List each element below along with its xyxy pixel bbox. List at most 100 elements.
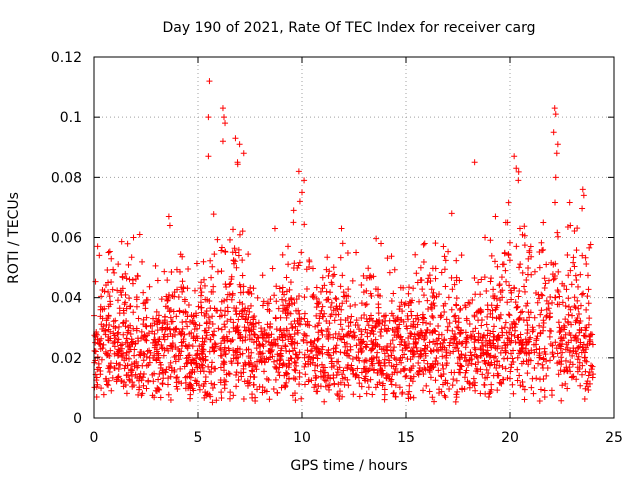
data-point — [301, 177, 308, 184]
data-point — [319, 350, 326, 357]
data-point — [562, 346, 569, 353]
data-point — [183, 343, 190, 350]
data-point — [494, 343, 501, 350]
data-point — [441, 266, 448, 273]
data-point — [417, 264, 424, 271]
data-point — [383, 371, 390, 378]
data-point — [106, 293, 113, 300]
data-point — [505, 252, 512, 259]
data-point — [519, 308, 526, 315]
data-point — [301, 294, 308, 301]
data-point — [171, 353, 178, 360]
data-point — [226, 236, 233, 243]
data-point — [494, 263, 501, 270]
data-point — [167, 314, 174, 321]
data-point — [577, 317, 584, 324]
data-point — [273, 298, 280, 305]
data-point — [217, 364, 224, 371]
data-point — [508, 296, 515, 303]
data-point — [248, 290, 255, 297]
data-point — [479, 334, 486, 341]
y-tick-label: 0.04 — [51, 291, 82, 307]
data-point — [199, 364, 206, 371]
data-point — [552, 199, 559, 206]
data-point — [184, 323, 191, 330]
data-point — [350, 370, 357, 377]
data-point — [516, 340, 523, 347]
data-point — [247, 302, 254, 309]
x-tick-label: 20 — [501, 430, 519, 446]
data-point — [468, 360, 475, 367]
data-point — [98, 385, 105, 392]
data-point — [179, 278, 186, 285]
data-point — [396, 357, 403, 364]
data-point — [343, 298, 350, 305]
data-point — [140, 289, 147, 296]
data-point — [432, 240, 439, 247]
data-point — [362, 326, 369, 333]
data-point — [496, 315, 503, 322]
data-point — [414, 312, 421, 319]
data-point — [336, 388, 343, 395]
data-point — [154, 318, 161, 325]
data-point — [332, 295, 339, 302]
data-point — [311, 384, 318, 391]
data-point — [248, 367, 255, 374]
data-point — [546, 327, 553, 334]
data-point — [114, 339, 121, 346]
data-point — [420, 259, 427, 266]
data-point — [337, 283, 344, 290]
data-point — [383, 374, 390, 381]
data-point — [294, 329, 301, 336]
data-point — [258, 328, 265, 335]
data-point — [525, 361, 532, 368]
data-point — [239, 272, 246, 279]
data-point — [519, 341, 526, 348]
data-point — [524, 370, 531, 377]
data-point — [93, 374, 100, 381]
data-point — [91, 384, 98, 391]
data-point — [514, 304, 521, 311]
data-point — [578, 291, 585, 298]
data-point — [572, 334, 579, 341]
data-point — [549, 299, 556, 306]
data-point — [121, 357, 128, 364]
data-point — [158, 344, 165, 351]
data-point — [200, 356, 207, 363]
data-point — [319, 313, 326, 320]
data-point — [244, 377, 251, 384]
data-point — [291, 390, 298, 397]
data-point — [242, 337, 249, 344]
data-point — [314, 345, 321, 352]
data-point — [583, 346, 590, 353]
data-point — [482, 337, 489, 344]
data-point — [296, 315, 303, 322]
data-point — [175, 356, 182, 363]
data-point — [546, 333, 553, 340]
data-point — [437, 372, 444, 379]
data-point — [494, 370, 501, 377]
data-point — [120, 319, 127, 326]
data-point — [321, 398, 328, 405]
data-point — [552, 339, 559, 346]
data-point — [126, 295, 133, 302]
data-point — [204, 390, 211, 397]
data-point — [509, 321, 516, 328]
data-point — [412, 251, 419, 258]
data-point — [511, 332, 518, 339]
data-point — [252, 331, 259, 338]
data-point — [104, 315, 111, 322]
data-point — [224, 318, 231, 325]
data-point — [131, 352, 138, 359]
data-point — [453, 377, 460, 384]
data-point — [283, 347, 290, 354]
data-point — [130, 309, 137, 316]
data-point — [149, 371, 156, 378]
data-point — [560, 322, 567, 329]
data-point — [251, 313, 258, 320]
data-point — [328, 299, 335, 306]
data-point — [392, 382, 399, 389]
data-point — [567, 332, 574, 339]
data-point — [293, 296, 300, 303]
data-point — [467, 332, 474, 339]
